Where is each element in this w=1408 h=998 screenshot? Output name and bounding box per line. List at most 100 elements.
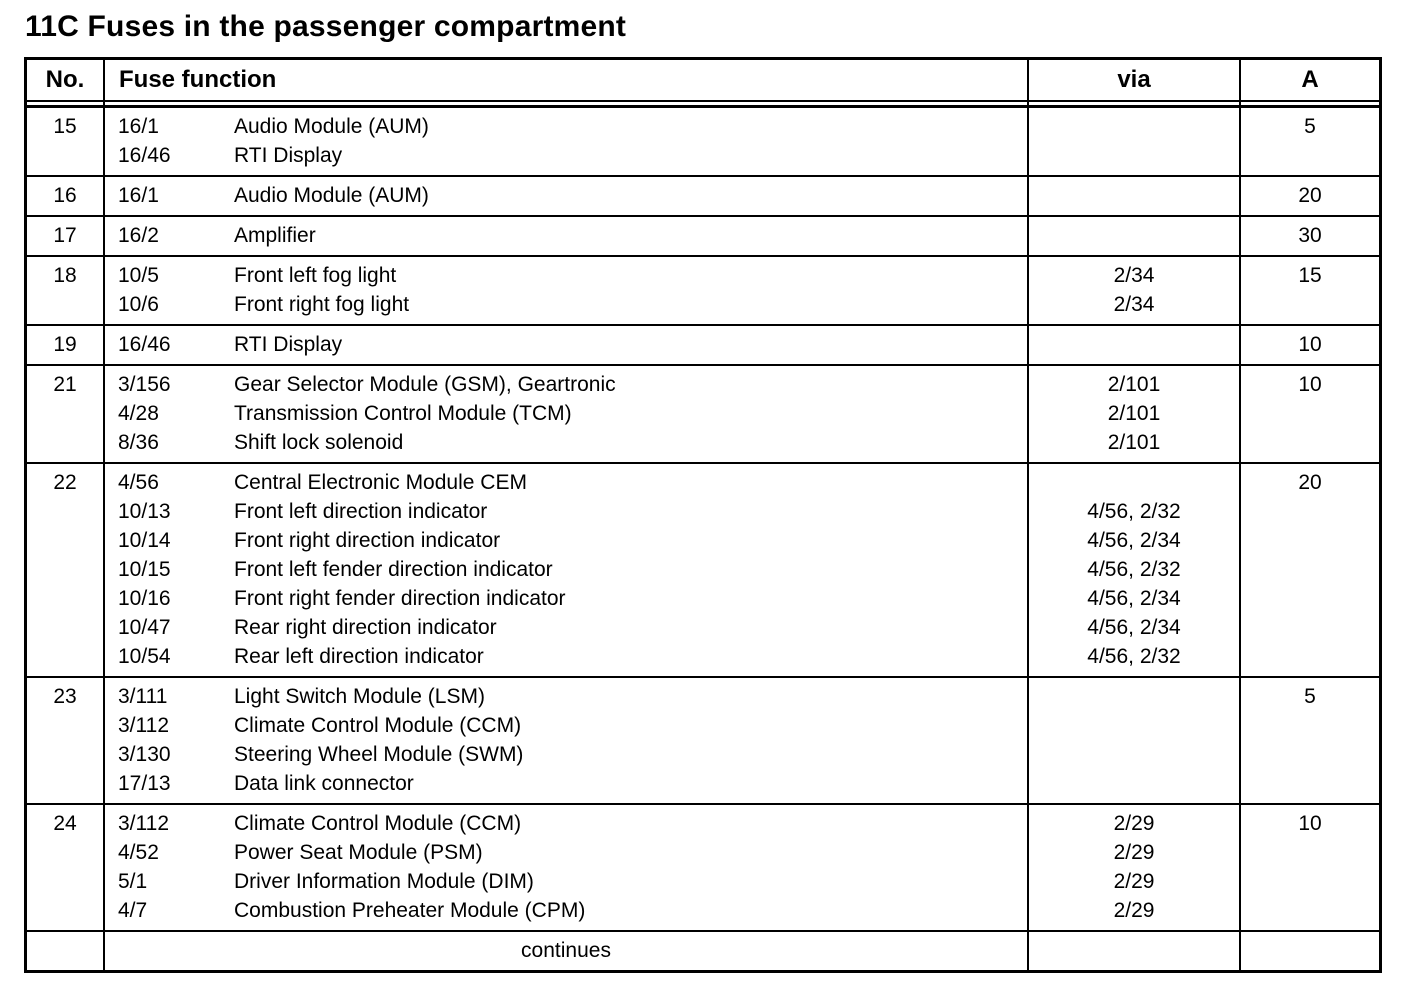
fuse-functions: 16/2 Amplifier	[105, 217, 1029, 257]
via-value	[1029, 711, 1239, 740]
function-line: 16/46 RTI Display	[105, 330, 1027, 359]
component-code: 3/111	[118, 685, 168, 708]
manual-page: 11C Fuses in the passenger compartment N…	[24, 10, 1382, 973]
fuse-vias: 4/56, 2/32 4/56, 2/34 4/56, 2/32 4/56, 2/34…	[1029, 464, 1241, 678]
amperage-value: 10	[1241, 326, 1379, 366]
via-value: 4/56, 2/34	[1087, 587, 1181, 610]
component-description: Audio Module (AUM)	[234, 184, 429, 207]
via-value: 2/101	[1107, 373, 1161, 396]
function-line: 10/54 Rear left direction indicator	[105, 642, 1027, 671]
fuse-vias: 2/101 2/101 2/101	[1029, 366, 1241, 464]
fuse-functions: 16/1 Audio Module (AUM)	[105, 177, 1029, 217]
function-line: 4/28 Transmission Control Module (TCM)	[105, 399, 1027, 428]
component-description: Front left fog light	[234, 264, 397, 287]
fuse-vias: 2/34 2/34	[1029, 257, 1241, 326]
function-line: 10/15 Front left fender direction indicat…	[105, 555, 1027, 584]
amperage-value: 5	[1241, 108, 1379, 177]
component-code: 4/56	[118, 471, 159, 494]
via-value: 2/34	[1113, 264, 1155, 287]
fuse-vias	[1029, 678, 1241, 805]
function-line: 3/130 Steering Wheel Module (SWM)	[105, 740, 1027, 769]
function-line: 4/52 Power Seat Module (PSM)	[105, 838, 1027, 867]
component-description: Amplifier	[234, 224, 316, 247]
fuse-number: 17	[27, 217, 105, 257]
function-line: 5/1 Driver Information Module (DIM)	[105, 867, 1027, 896]
component-description: Front right fog light	[234, 293, 410, 316]
component-description: Front right fender direction indicator	[234, 587, 566, 610]
fuse-number: 24	[27, 805, 105, 932]
fuse-row: 19 16/46 RTI Display 10	[27, 326, 1379, 366]
component-code: 16/1	[118, 115, 159, 138]
fuse-row: 16 16/1 Audio Module (AUM) 20	[27, 177, 1379, 217]
rule-cell	[27, 102, 105, 108]
via-value: 2/101	[1107, 402, 1161, 425]
function-line: 16/1 Audio Module (AUM)	[105, 112, 1027, 141]
function-line: 4/56 Central Electronic Module CEM	[105, 468, 1027, 497]
footer-via-cell	[1029, 932, 1241, 970]
fuse-vias	[1029, 217, 1241, 257]
amperage-value: 30	[1241, 217, 1379, 257]
function-line: 10/13 Front left direction indicator	[105, 497, 1027, 526]
header-amp: A	[1241, 60, 1379, 102]
component-code: 10/5	[118, 264, 159, 287]
fuse-row: 23 3/111 Light Switch Module (LSM) 3/112 Cli…	[27, 678, 1379, 805]
header-double-rule	[27, 102, 1379, 108]
component-description: Transmission Control Module (TCM)	[234, 402, 572, 425]
amperage-value: 5	[1241, 678, 1379, 805]
component-code: 10/47	[118, 616, 171, 639]
header-no: No.	[27, 60, 105, 102]
component-code: 10/16	[118, 587, 171, 610]
component-description: RTI Display	[234, 333, 343, 356]
amperage-value: 20	[1241, 464, 1379, 678]
amperage-value: 10	[1241, 366, 1379, 464]
function-line: 17/13 Data link connector	[105, 769, 1027, 798]
amperage-value: 15	[1241, 257, 1379, 326]
header-via: via	[1029, 60, 1241, 102]
fuse-vias: 2/29 2/29 2/29 2/29	[1029, 805, 1241, 932]
via-value: 2/101	[1107, 431, 1161, 454]
page-title: 11C Fuses in the passenger compartment	[25, 10, 627, 43]
via-value	[1029, 112, 1239, 141]
fuse-number: 16	[27, 177, 105, 217]
component-description: Steering Wheel Module (SWM)	[234, 743, 524, 766]
amperage-value: 20	[1241, 177, 1379, 217]
fuse-functions: 10/5 Front left fog light 10/6 Front right …	[105, 257, 1029, 326]
via-value: 2/29	[1113, 841, 1155, 864]
fuse-vias	[1029, 108, 1241, 177]
function-line: 10/5 Front left fog light	[105, 261, 1027, 290]
component-description: Front right direction indicator	[234, 529, 501, 552]
fuse-row: 22 4/56 Central Electronic Module CEM 10/13…	[27, 464, 1379, 678]
component-code: 3/156	[118, 373, 171, 396]
via-value	[1029, 141, 1239, 170]
fuse-functions: 16/1 Audio Module (AUM) 16/46 RTI Display	[105, 108, 1029, 177]
via-value: 2/29	[1113, 899, 1155, 922]
function-line: 3/112 Climate Control Module (CCM)	[105, 711, 1027, 740]
fuse-vias	[1029, 177, 1241, 217]
function-line: 8/36 Shift lock solenoid	[105, 428, 1027, 457]
component-code: 17/13	[118, 772, 171, 795]
via-value	[1029, 181, 1239, 210]
fuse-number: 21	[27, 366, 105, 464]
component-description: Climate Control Module (CCM)	[234, 812, 522, 835]
function-line: 4/7 Combustion Preheater Module (CPM)	[105, 896, 1027, 925]
via-value: 4/56, 2/34	[1087, 529, 1181, 552]
fuse-functions: 3/111 Light Switch Module (LSM) 3/112 Clima…	[105, 678, 1029, 805]
via-value: 4/56, 2/32	[1087, 645, 1181, 668]
component-description: Driver Information Module (DIM)	[234, 870, 534, 893]
footer-amp-cell	[1241, 932, 1379, 970]
component-code: 4/7	[118, 899, 148, 922]
fuse-functions: 4/56 Central Electronic Module CEM 10/13 Fr…	[105, 464, 1029, 678]
function-line: 10/47 Rear right direction indicator	[105, 613, 1027, 642]
rule-cell	[105, 102, 1029, 108]
component-description: Front left direction indicator	[234, 500, 488, 523]
component-description: Audio Module (AUM)	[234, 115, 429, 138]
function-line: 3/156 Gear Selector Module (GSM), Geartro…	[105, 370, 1027, 399]
component-code: 16/2	[118, 224, 159, 247]
component-code: 16/46	[118, 144, 171, 167]
header-function: Fuse function	[105, 60, 1029, 102]
component-description: Combustion Preheater Module (CPM)	[234, 899, 586, 922]
component-code: 3/130	[118, 743, 171, 766]
function-line: 10/6 Front right fog light	[105, 290, 1027, 319]
footer-no-cell	[27, 932, 105, 970]
component-code: 3/112	[118, 812, 169, 835]
